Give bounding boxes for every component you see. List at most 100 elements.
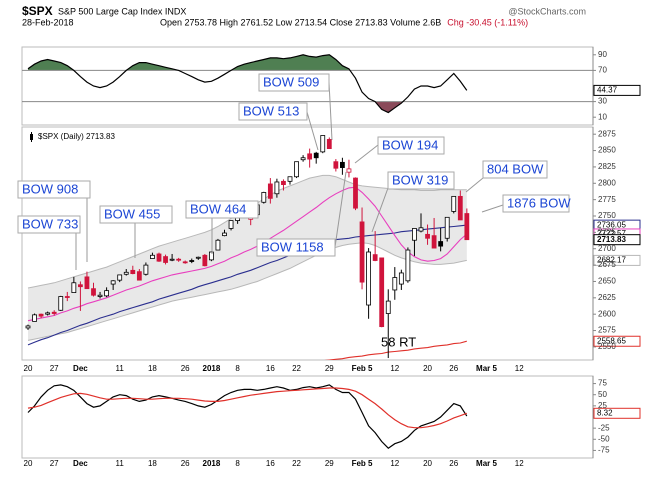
annotation-box (377, 136, 445, 155)
candle-body (281, 180, 286, 185)
candle-body (418, 227, 424, 232)
annotation-box (482, 160, 548, 179)
candle-body (169, 258, 175, 261)
annotation: BOW 319 (392, 172, 448, 187)
candle-body (267, 183, 273, 199)
y-tick-label: 50 (598, 390, 607, 399)
value-label: 8.32 (597, 408, 613, 417)
candle-body (385, 300, 391, 314)
candle-body (215, 239, 221, 251)
candle-body (123, 271, 129, 275)
annotation: 804 BOW (487, 161, 544, 176)
annotation-box (502, 194, 570, 213)
candle-body (438, 241, 444, 247)
band-lower (27, 242, 467, 341)
value-label-box (593, 234, 641, 246)
candle-body (287, 176, 293, 182)
x-tick-label: 27 (50, 364, 59, 373)
x-tick-label: 8 (235, 459, 240, 468)
candle-body (339, 161, 345, 168)
candle-body (97, 294, 103, 297)
y-tick-label: 75 (598, 379, 607, 388)
candle-body (261, 192, 267, 203)
x-tick-label: 18 (148, 459, 157, 468)
candle-body (45, 312, 51, 315)
candle-body (294, 161, 299, 178)
candle-body (58, 296, 64, 311)
x-tick-label: 16 (266, 459, 275, 468)
x-tick-label: 12 (515, 459, 524, 468)
candle-body (313, 152, 319, 159)
y-tick-label: 30 (598, 97, 607, 106)
y-tick-label: 2550 (598, 342, 616, 351)
annotation: 58 RT (381, 334, 416, 349)
moving-average (324, 340, 467, 360)
candle-body (51, 311, 57, 314)
y-tick-label: 2825 (598, 162, 616, 171)
x-tick-label: 16 (266, 364, 275, 373)
candle-body (464, 213, 470, 241)
y-tick-label: 2875 (598, 129, 616, 138)
x-tick-label: 20 (423, 364, 432, 373)
value-label-box (593, 84, 641, 96)
candle-body (425, 233, 430, 239)
candle-body (392, 277, 398, 291)
candle-body (372, 254, 378, 261)
moving-average (27, 186, 468, 322)
annotation-leader (371, 187, 389, 233)
annotation: BOW 908 (22, 181, 78, 196)
value-label-box (593, 254, 641, 266)
source: @StockCharts.com (508, 6, 586, 16)
panel-frame (21, 375, 594, 459)
x-tick-label: 20 (24, 459, 33, 468)
annotation-leader (481, 204, 504, 213)
quote: Open 2753.78 High 2761.52 Low 2713.54 Cl… (160, 17, 441, 27)
annotation: BOW 194 (382, 137, 438, 152)
annotation-leader (334, 171, 347, 248)
annotation-leader (328, 81, 333, 141)
y-tick-label: 2725 (598, 227, 616, 236)
x-tick-label: Feb 5 (352, 364, 373, 373)
y-tick-label: 2850 (598, 146, 616, 155)
x-tick-label: Mar 5 (476, 364, 497, 373)
candle-body (326, 139, 332, 149)
candle-body (25, 325, 31, 329)
candle-body (379, 257, 385, 328)
x-tick-label: 29 (325, 459, 334, 468)
candle-body (189, 260, 195, 262)
y-tick-label: 25 (598, 401, 607, 410)
candle-body (307, 153, 313, 160)
candle-body (163, 256, 168, 263)
x-tick-label: 26 (449, 364, 458, 373)
annotation: 1876 BOW (507, 195, 571, 210)
annotation: BOW 513 (243, 103, 299, 118)
y-tick-label: 10 (598, 112, 607, 121)
y-tick-label: -50 (598, 434, 610, 443)
x-tick-label: 20 (24, 364, 33, 373)
candle-body (78, 284, 83, 288)
candle-body (300, 157, 306, 161)
indicator-line (27, 384, 468, 449)
candle-body (32, 314, 37, 322)
value-label: 2722.57 (597, 229, 626, 238)
candle-body (274, 181, 280, 195)
annotation: BOW 464 (190, 201, 246, 216)
candle-body (130, 269, 136, 275)
y-tick-label: 2575 (598, 326, 616, 335)
candle-body (320, 135, 326, 153)
annotation-leader (354, 144, 379, 164)
annotation-box (99, 205, 173, 224)
x-tick-label: 18 (148, 364, 157, 373)
candle-body (136, 271, 142, 281)
candle-body (104, 290, 109, 297)
candle-body (202, 254, 208, 267)
chart-date: 28-Feb-2018 (22, 17, 74, 27)
x-tick-label: 12 (515, 364, 524, 373)
symbol: $SPX (22, 4, 53, 18)
candle-body (71, 282, 77, 293)
candle-body (346, 168, 352, 173)
y-tick-label: 2600 (598, 309, 616, 318)
candle-body (91, 288, 96, 296)
annotation-leader (465, 177, 484, 193)
